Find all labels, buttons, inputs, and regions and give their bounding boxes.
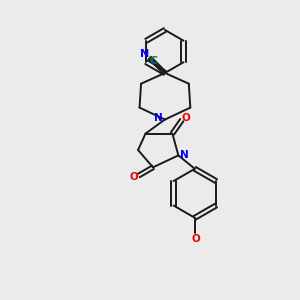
Text: O: O bbox=[130, 172, 139, 182]
Text: N: N bbox=[154, 113, 163, 123]
Text: C: C bbox=[149, 56, 158, 66]
Text: N: N bbox=[140, 49, 149, 58]
Text: N: N bbox=[180, 150, 189, 160]
Text: O: O bbox=[182, 113, 190, 123]
Text: O: O bbox=[191, 234, 200, 244]
